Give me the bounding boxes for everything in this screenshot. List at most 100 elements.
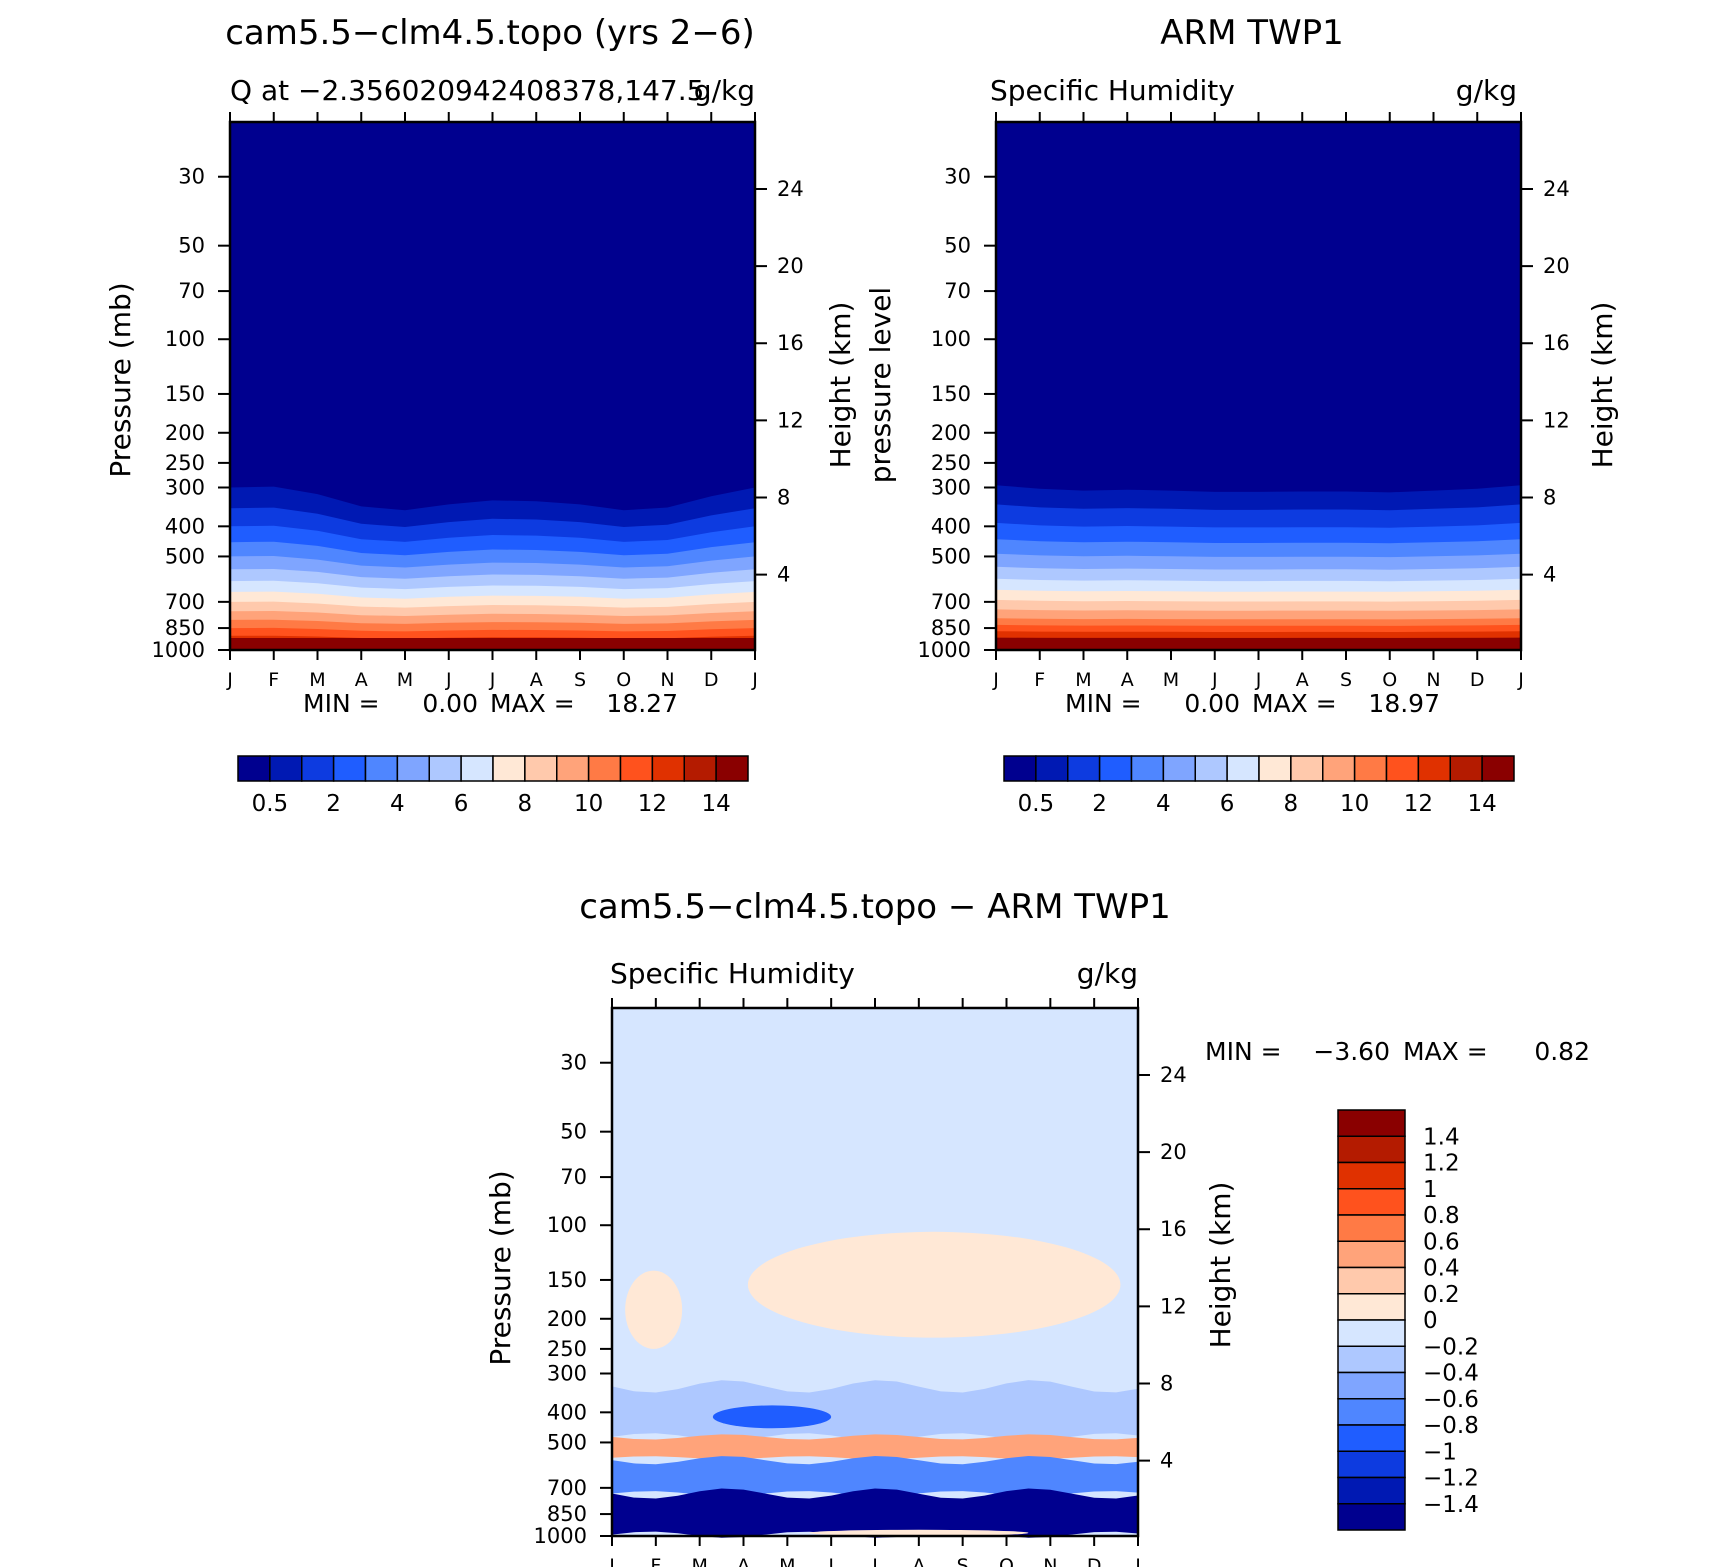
diff-colorbar-swatch [1337,1293,1406,1321]
diff-y-tick-label: 150 [547,1268,587,1292]
obs-x-tick-label: J [992,669,999,691]
obs-min-label: MIN = [1065,689,1142,718]
obs-colorbar-swatch [1130,755,1165,782]
obs-left-subtitle: Specific Humidity [990,74,1235,107]
model-title: cam5.5−clm4.5.topo (yrs 2−6) [225,13,755,53]
diff-colorbar-swatch [1337,1398,1406,1426]
model-y-tick-label: 200 [165,421,205,445]
obs-colorbar-swatch [1067,755,1101,782]
diff-mid-negative-band [612,1380,1138,1441]
diff-colorbar-label: −0.8 [1423,1413,1479,1439]
diff-x-tick-label: N [1043,1555,1057,1567]
diff-y-tick-label: 300 [547,1362,587,1386]
model-colorbar-label: 4 [390,791,405,817]
model-y-tick-label: 150 [165,382,205,406]
obs-y-tick-label: 1000 [918,638,971,662]
model-y-tick-label: 850 [165,616,205,640]
model-x-tick-label: S [574,669,586,691]
obs-y-tick-label: 300 [931,476,971,500]
obs-colorbar-swatch [1353,755,1388,782]
diff-x-tick-label: A [912,1555,925,1567]
diff-colorbar: 1.41.210.80.60.40.20−0.2−0.4−0.6−0.8−1−1… [1337,1109,1479,1531]
model-height-tick-label: 16 [777,331,804,355]
model-height-tick-label: 4 [777,563,790,587]
diff-colorbar-label: −1.2 [1423,1466,1479,1492]
obs-x-tick-label: D [1470,669,1485,691]
model-colorbar-swatch [492,755,526,782]
obs-colorbar-label: 2 [1092,791,1107,817]
model-y-tick-label: 400 [165,514,205,538]
obs-colorbar-swatch [1258,755,1292,782]
obs-colorbar-label: 0.5 [1018,791,1055,817]
obs-max-label: MAX = [1252,689,1337,718]
model-colorbar-swatch [460,755,494,782]
diff-x-tick-label: O [999,1555,1014,1567]
diff-colorbar-swatch [1337,1240,1406,1269]
diff-colorbar-label: −0.2 [1423,1334,1479,1360]
obs-y-axis-label: pressure level [864,287,897,483]
obs-height-tick-label: 8 [1543,485,1556,509]
obs-y-tick-label: 30 [944,165,971,189]
model-height-tick-label: 20 [777,254,804,278]
obs-y-tick-label: 200 [931,421,971,445]
diff-y-tick-label: 700 [547,1476,587,1500]
diff-colorbar-swatch [1337,1319,1406,1347]
model-y-tick-label: 500 [165,544,205,568]
obs-x-tick-label: M [1075,669,1091,691]
diff-x-tick-label: F [650,1555,661,1567]
model-band-surface [230,638,755,650]
obs-colorbar-label: 6 [1220,791,1235,817]
diff-y-tick-label: 400 [547,1400,587,1424]
diff-height-tick-label: 8 [1160,1371,1173,1395]
diff-y-tick-label: 100 [547,1213,587,1237]
obs-x-tick-label: N [1426,669,1440,691]
diff-x-tick-label: J [827,1555,834,1567]
model-y-tick-label: 50 [178,234,205,258]
model-y-tick-label: 100 [165,327,205,351]
model-colorbar-swatch [587,755,622,782]
model-left-subtitle: Q at −2.356020942408378,147.5 [230,74,704,107]
diff-upper-positive-east [747,1231,1121,1338]
obs-max-value: 18.97 [1368,689,1440,718]
model-colorbar-swatch [396,755,430,782]
obs-plot-area [996,122,1521,650]
model-right-axis-label: Height (km) [824,302,857,469]
model-x-tick-label: J [751,669,758,691]
obs-colorbar-swatch [1322,755,1356,782]
obs-colorbar-swatch [1481,755,1515,782]
obs-x-tick-label: J [1517,669,1524,691]
model-y-tick-label: 300 [165,476,205,500]
diff-colorbar-label: 1.4 [1423,1124,1460,1150]
diff-near-surface-strong-negative [612,1488,1138,1538]
obs-height-tick-label: 24 [1543,177,1570,201]
obs-height-tick-label: 20 [1543,254,1570,278]
diff-y-tick-label: 70 [560,1165,587,1189]
obs-y-tick-label: 50 [944,234,971,258]
diff-colorbar-swatch [1337,1109,1406,1137]
model-x-tick-label: O [616,669,631,691]
diff-x-tick-label: M [691,1555,707,1567]
diff-colorbar-swatch [1337,1476,1406,1505]
model-x-tick-label: N [660,669,674,691]
obs-colorbar-swatch [1098,755,1133,782]
model-colorbar-swatch [332,755,367,782]
obs-y-tick-label: 250 [931,451,971,475]
diff-height-tick-label: 16 [1160,1217,1187,1241]
obs-colorbar: 0.5 2 4 6 8 10 12 14 [1003,755,1515,817]
obs-x-tick-label: S [1340,669,1352,691]
obs-colorbar-swatch [1449,755,1483,782]
panel-obs: ARM TWP1 Specific Humidity g/kg pressure… [864,13,1619,817]
model-colorbar-swatch [269,755,303,782]
diff-upper-positive-west [625,1270,683,1349]
model-x-tick-label: J [489,669,496,691]
obs-x-tick-label: A [1296,669,1309,691]
obs-y-tick-label: 500 [931,544,971,568]
model-units: g/kg [694,74,755,107]
diff-colorbar-swatch [1337,1371,1406,1400]
diff-colorbar-swatch [1337,1266,1406,1295]
obs-colorbar-swatch [1385,755,1420,782]
obs-height-axis: 24 20 16 12 8 4 [1521,177,1570,587]
model-x-tick-label: J [226,669,233,691]
